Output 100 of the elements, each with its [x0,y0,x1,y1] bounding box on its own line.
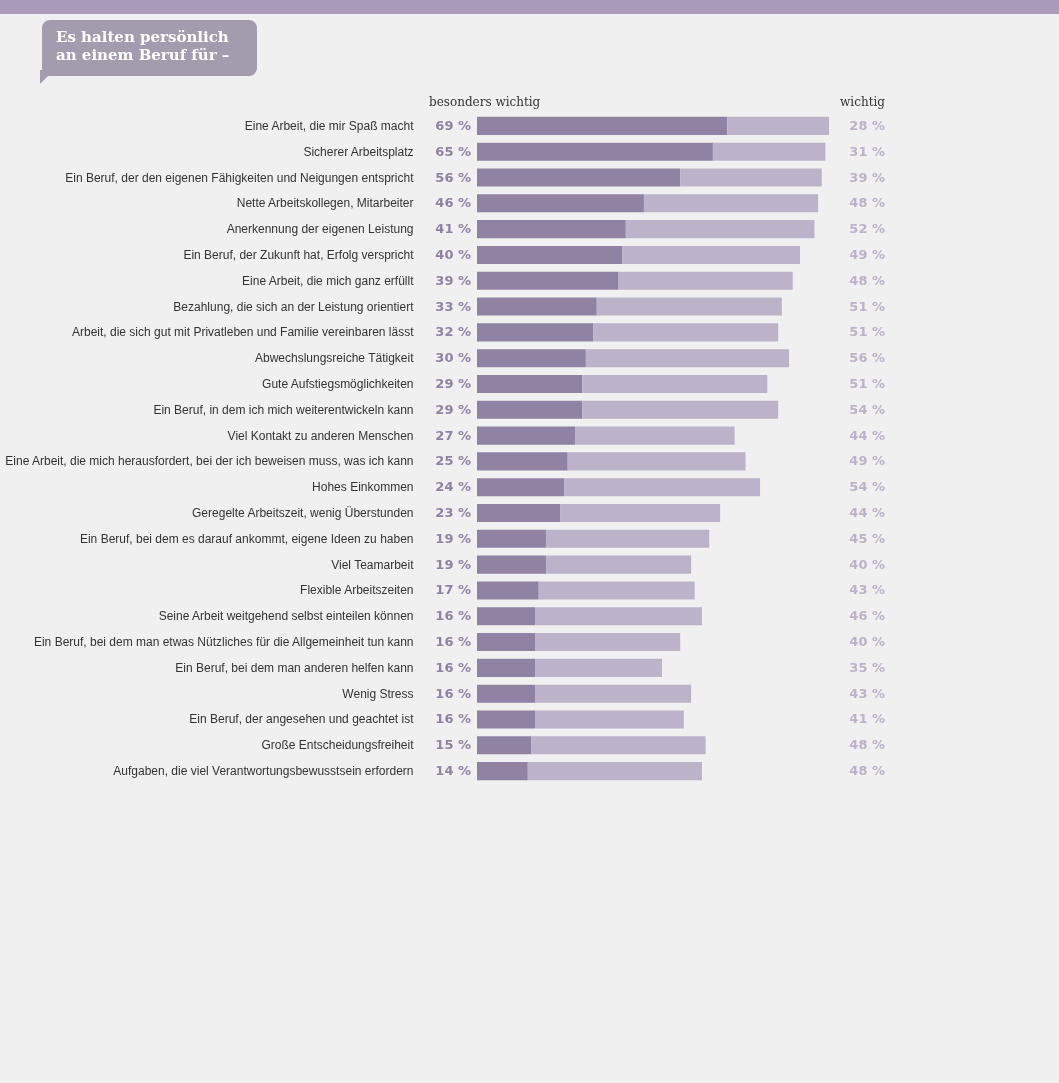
bar [477,323,594,342]
data-label: 51 % [849,298,885,314]
y-tick-label: Bezahlung, die sich an der Leistung orientiert [173,299,415,314]
bar [477,658,536,677]
y-tick-label: Ein Beruf, der den eigenen Fähigkeiten und Neigungen entspricht [65,170,415,185]
data-label: 29 % [435,401,471,417]
bar [477,400,583,419]
bar [477,529,546,548]
y-tick-label: Eine Arbeit, die mich herausfordert, bei der ich beweisen muss, was ich kann [5,454,414,469]
y-tick-label: Ein Beruf, der Zukunft hat, Erfolg verspricht [183,247,415,262]
bar [477,271,619,290]
bar [535,633,681,652]
data-label: 51 % [849,324,885,340]
y-tick-label: Seine Arbeit weitgehend selbst einteilen können [158,609,414,624]
data-label: 16 % [435,608,471,624]
data-label: 40 % [849,634,885,650]
data-label: 48 % [849,737,885,753]
data-label: 65 % [435,143,471,159]
data-label: 25 % [435,453,471,469]
y-tick-label: Nette Arbeitskollegen, Mitarbeiter [236,196,414,211]
data-label: 44 % [849,505,885,521]
bar [545,555,692,574]
bar [538,581,695,600]
bar [618,271,793,290]
bar [593,323,779,342]
y-tick-label: Aufgaben, die viel Verantwortungsbewusstsein erfordern [113,764,414,779]
bar [582,400,779,419]
y-tick-label: Sicherer Arbeitsplatz [303,144,414,159]
data-label: 51 % [849,375,885,391]
data-label: 41 % [849,711,885,727]
y-tick-label: Große Entscheidungsfreiheit [261,738,415,753]
bar [535,658,663,677]
bar [535,710,684,729]
data-label: 29 % [435,375,471,391]
bar [477,374,583,394]
bar [477,736,532,755]
data-label: 40 % [435,246,471,262]
data-label: 41 % [435,221,471,237]
data-label: 35 % [849,659,885,675]
data-label: 48 % [849,195,885,211]
bar [477,297,597,316]
bar [582,374,768,394]
bar [477,503,561,523]
bar [625,220,815,239]
bar [477,452,568,471]
bar [477,710,536,729]
bar [477,220,626,239]
bar [477,555,546,574]
bar [527,762,702,781]
data-label: 16 % [435,634,471,650]
data-label: 14 % [435,763,471,779]
y-tick-label: Gute Aufstiegsmöglichkeiten [262,376,414,391]
y-tick-label: Flexible Arbeitszeiten [300,583,414,598]
data-label: 19 % [435,530,471,546]
data-label: 17 % [435,582,471,598]
data-label: 33 % [435,298,471,314]
bar [477,116,728,135]
data-label: 43 % [849,685,885,701]
data-label: 30 % [435,350,471,366]
y-tick-label: Viel Teamarbeit [331,557,415,572]
data-label: 54 % [849,479,885,495]
data-label: 49 % [849,453,885,469]
bar [727,116,829,135]
y-tick-label: Viel Kontakt zu anderen Menschen [227,428,414,443]
data-label: 54 % [849,401,885,417]
y-tick-label: Geregelte Arbeitszeit, wenig Überstunden [192,506,414,521]
bar [622,245,800,264]
bar [477,168,681,187]
data-label: 31 % [849,143,885,159]
bar [477,245,623,264]
data-label: 46 % [435,195,471,211]
bar [535,607,702,626]
data-label: 16 % [435,685,471,701]
y-tick-label: Ein Beruf, bei dem man anderen helfen kann [175,660,414,675]
bar [564,478,761,497]
data-label: 39 % [849,169,885,185]
y-tick-label: Arbeit, die sich gut mit Privatleben und Familie vereinbaren lässt [72,325,415,340]
bar [477,426,575,445]
data-label: 52 % [849,221,885,237]
data-label: 43 % [849,582,885,598]
bar [560,503,721,523]
y-tick-label: Wenig Stress [342,686,414,701]
data-label: 40 % [849,556,885,572]
bar [585,349,790,368]
data-label: 39 % [435,272,471,288]
data-label: 48 % [849,272,885,288]
bar [596,297,782,316]
data-label: 46 % [849,608,885,624]
bar [477,633,536,652]
data-label: 44 % [849,427,885,443]
bar [477,142,713,161]
bar [477,762,528,781]
bar [574,426,735,445]
data-label: 49 % [849,246,885,262]
data-label: 19 % [435,556,471,572]
data-label: 16 % [435,711,471,727]
y-tick-label: Ein Beruf, bei dem es darauf ankommt, eigene Ideen zu haben [79,531,414,546]
bar [477,194,644,213]
bar [567,452,746,471]
series-label: besonders wichtig [429,94,541,109]
